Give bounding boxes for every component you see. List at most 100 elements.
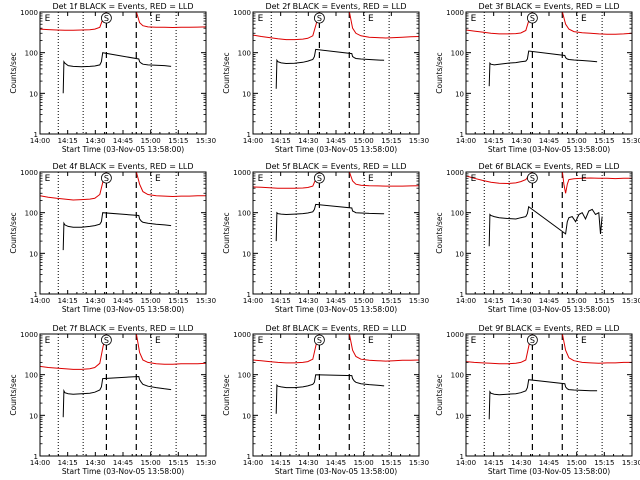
y-tick-label: 1000 <box>233 331 251 339</box>
saa-marker-label: S <box>530 14 535 23</box>
plot-frame <box>39 171 207 295</box>
y-tick-label: 10 <box>455 90 464 98</box>
eclipse-marker-label: E <box>45 174 51 184</box>
saa-marker-label: S <box>530 336 535 345</box>
eclipse-marker-label: E <box>155 14 161 24</box>
x-tick-label: 15:30 <box>622 297 640 305</box>
eclipse-marker-label: E <box>368 14 374 24</box>
events-series-line <box>488 205 603 247</box>
x-tick-label: 14:15 <box>271 459 291 467</box>
y-tick-label: 100 <box>25 210 38 218</box>
panel-title: Det 9f BLACK = Events, RED = LLD <box>478 324 619 333</box>
y-tick-label: 100 <box>238 372 251 380</box>
x-tick-label: 15:30 <box>409 459 429 467</box>
plot-frame <box>252 171 420 295</box>
panel-title: Det 5f BLACK = Events, RED = LLD <box>265 162 406 171</box>
panel-title: Det 8f BLACK = Events, RED = LLD <box>265 324 406 333</box>
x-tick-label: 15:15 <box>594 297 614 305</box>
events-series-line <box>275 48 385 89</box>
y-tick-label: 10 <box>242 250 251 258</box>
saa-marker <box>527 172 538 184</box>
y-tick-label: 10 <box>455 412 464 420</box>
y-tick-label: 10 <box>29 90 38 98</box>
x-tick-label: 14:15 <box>271 137 291 145</box>
x-tick-label: 14:00 <box>30 459 50 467</box>
x-tick-label: 15:15 <box>381 137 401 145</box>
x-tick-label: 14:45 <box>113 459 133 467</box>
saa-marker-label: S <box>104 174 109 183</box>
eclipse-marker-label: E <box>471 174 477 184</box>
y-tick-label: 10 <box>29 412 38 420</box>
x-tick-label: 15:15 <box>594 459 614 467</box>
y-tick-label: 1 <box>247 453 251 461</box>
x-tick-label: 14:15 <box>271 297 291 305</box>
x-tick-label: 15:15 <box>381 459 401 467</box>
x-tick-label: 15:00 <box>141 137 161 145</box>
x-tick-label: 14:30 <box>298 297 318 305</box>
saa-marker-label: S <box>317 14 322 23</box>
x-tick-label: 15:30 <box>409 137 429 145</box>
panel-title: Det 1f BLACK = Events, RED = LLD <box>52 2 193 11</box>
saa-marker-label: S <box>104 336 109 345</box>
eclipse-marker-label: E <box>45 14 51 24</box>
x-tick-label: 15:30 <box>196 459 216 467</box>
panel-title: Det 4f BLACK = Events, RED = LLD <box>52 162 193 171</box>
saa-marker <box>101 172 112 184</box>
x-tick-label: 15:00 <box>567 297 587 305</box>
plot-frame <box>465 171 633 295</box>
x-tick-label: 15:15 <box>168 137 188 145</box>
y-tick-label: 1 <box>34 453 38 461</box>
eclipse-marker-label: E <box>155 336 161 346</box>
x-tick-label: 15:30 <box>196 137 216 145</box>
x-tick-label: 14:30 <box>85 297 105 305</box>
x-tick-label: 14:45 <box>326 459 346 467</box>
saa-marker <box>101 334 112 346</box>
events-series-line <box>62 375 172 418</box>
x-axis-label: Start Time (03-Nov-05 13:58:00) <box>275 305 397 314</box>
y-tick-label: 1 <box>34 131 38 139</box>
plot-frame <box>465 333 633 457</box>
eclipse-marker-label: E <box>581 336 587 346</box>
x-tick-label: 15:30 <box>409 297 429 305</box>
x-tick-label: 14:00 <box>243 459 263 467</box>
x-tick-label: 14:30 <box>85 137 105 145</box>
eclipse-marker-label: E <box>258 14 264 24</box>
x-tick-label: 14:45 <box>539 459 559 467</box>
x-axis-label: Start Time (03-Nov-05 13:58:00) <box>488 467 610 476</box>
events-series-line <box>275 203 385 242</box>
y-tick-label: 1 <box>460 291 464 299</box>
x-tick-label: 14:30 <box>511 459 531 467</box>
x-tick-label: 14:45 <box>539 297 559 305</box>
x-tick-label: 14:30 <box>511 137 531 145</box>
x-axis-label: Start Time (03-Nov-05 13:58:00) <box>275 145 397 154</box>
x-tick-label: 14:15 <box>484 459 504 467</box>
y-tick-label: 10 <box>29 250 38 258</box>
y-tick-label: 100 <box>25 372 38 380</box>
y-axis-label: Counts/sec <box>222 52 231 93</box>
saa-marker <box>101 12 112 24</box>
y-tick-label: 1000 <box>20 9 38 17</box>
x-axis-label: Start Time (03-Nov-05 13:58:00) <box>62 145 184 154</box>
x-tick-label: 15:00 <box>141 459 161 467</box>
eclipse-marker-label: E <box>368 174 374 184</box>
x-tick-label: 14:30 <box>298 459 318 467</box>
y-tick-label: 1 <box>460 453 464 461</box>
y-tick-label: 100 <box>238 210 251 218</box>
y-tick-label: 1000 <box>446 9 464 17</box>
panel-title: Det 7f BLACK = Events, RED = LLD <box>52 324 193 333</box>
x-tick-label: 14:15 <box>58 459 78 467</box>
x-axis-label: Start Time (03-Nov-05 13:58:00) <box>488 305 610 314</box>
y-axis-label: Counts/sec <box>9 52 18 93</box>
y-tick-label: 10 <box>242 90 251 98</box>
x-tick-label: 14:00 <box>30 137 50 145</box>
x-tick-label: 14:00 <box>30 297 50 305</box>
panel-title: Det 3f BLACK = Events, RED = LLD <box>478 2 619 11</box>
plot-frame <box>252 11 420 135</box>
x-tick-label: 14:15 <box>484 297 504 305</box>
x-tick-label: 14:15 <box>58 297 78 305</box>
x-tick-label: 15:30 <box>622 459 640 467</box>
x-tick-label: 14:00 <box>243 297 263 305</box>
events-series-line <box>488 50 598 87</box>
